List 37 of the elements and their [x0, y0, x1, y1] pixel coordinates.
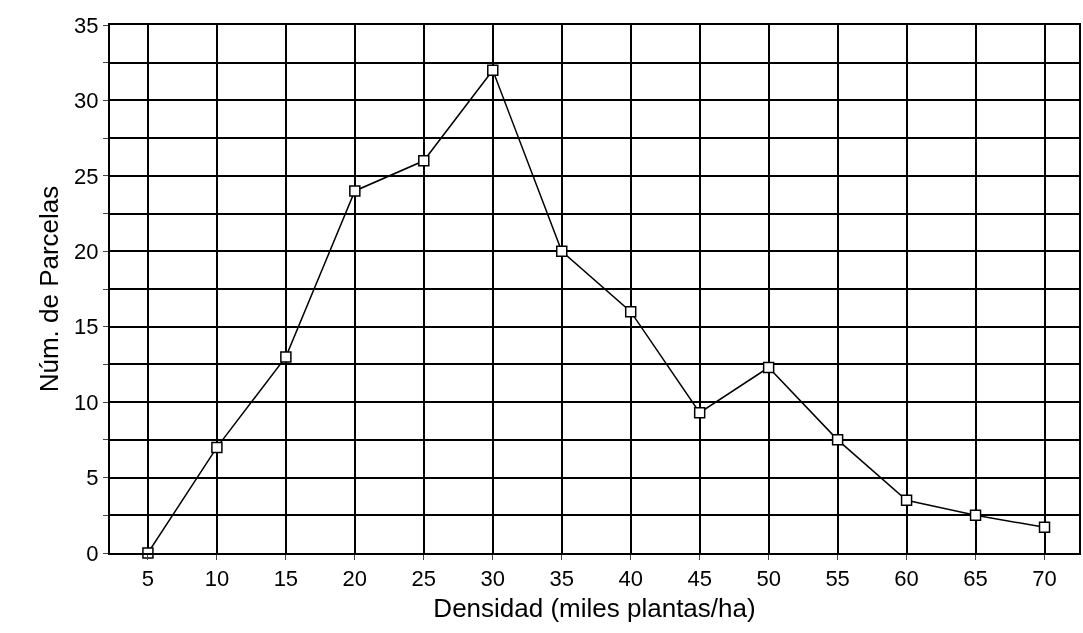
point — [418, 155, 430, 167]
x-tick-label: 5 — [141, 566, 155, 592]
x-tick-label: 25 — [411, 566, 437, 592]
y-axis-title: Núm. de Parcelas — [34, 185, 65, 393]
x-axis-title: Densidad (miles plantas/ha) — [433, 592, 756, 623]
point — [900, 494, 913, 506]
y-tick-label: 0 — [86, 540, 99, 566]
y-tick-label: 5 — [86, 465, 99, 491]
point — [624, 305, 637, 318]
y-tick-label: 10 — [74, 389, 99, 415]
point — [487, 64, 499, 77]
point — [762, 361, 775, 374]
y-tick-label: 35 — [74, 12, 99, 38]
x-tick-label: 10 — [204, 566, 230, 592]
x-tick-label: 70 — [1032, 566, 1057, 592]
point — [1038, 521, 1051, 534]
point — [969, 509, 982, 522]
point — [693, 406, 706, 419]
y-tick-label: 30 — [74, 88, 99, 114]
point — [555, 245, 568, 258]
x-tick-label: 65 — [963, 566, 988, 592]
x-tick-label: 60 — [894, 566, 919, 592]
point — [280, 351, 292, 363]
x-tick-label: 55 — [825, 566, 850, 592]
point — [349, 185, 361, 197]
x-tick-label: 20 — [342, 566, 368, 592]
x-tick-label: 40 — [618, 566, 643, 592]
x-tick-label: 50 — [756, 566, 781, 592]
point — [211, 441, 223, 454]
x-tick-label: 15 — [273, 566, 299, 592]
y-tick-label: 15 — [74, 314, 99, 340]
x-tick-label: 45 — [687, 566, 712, 592]
x-tick-label: 30 — [480, 566, 506, 592]
point — [831, 434, 844, 446]
y-tick-label: 20 — [74, 238, 99, 264]
x-tick-label: 35 — [549, 566, 574, 592]
y-tick-label: 25 — [74, 163, 99, 189]
